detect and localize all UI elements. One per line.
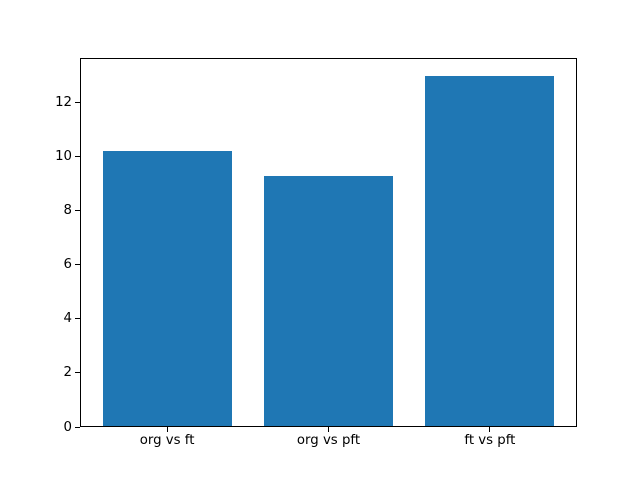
y-tick-mark	[75, 102, 80, 104]
y-tick-label: 6	[63, 257, 72, 273]
y-tick-mark	[75, 210, 80, 212]
x-tick-mark	[489, 427, 491, 432]
y-tick-mark	[75, 264, 80, 266]
bar-org-vs-pft	[264, 175, 394, 427]
plot-area	[80, 58, 577, 427]
y-tick-mark	[75, 318, 80, 320]
x-tick-mark	[166, 427, 168, 432]
y-tick-label: 4	[63, 311, 72, 327]
x-tick-label: org vs ft	[139, 433, 195, 448]
y-tick-mark	[75, 372, 80, 374]
bar-ft-vs-pft	[425, 75, 555, 427]
y-tick-label: 8	[63, 203, 72, 219]
y-tick-label: 12	[55, 95, 72, 111]
y-tick-mark	[75, 426, 80, 428]
x-tick-mark	[328, 427, 329, 432]
y-tick-mark	[75, 156, 80, 158]
bar-org-vs-ft	[102, 151, 232, 427]
x-tick-label: ft vs pft	[464, 433, 516, 448]
x-tick-label: org vs pft	[296, 433, 361, 448]
y-tick-label: 0	[63, 419, 72, 435]
y-tick-label: 2	[63, 365, 72, 381]
y-tick-label: 10	[55, 149, 72, 165]
